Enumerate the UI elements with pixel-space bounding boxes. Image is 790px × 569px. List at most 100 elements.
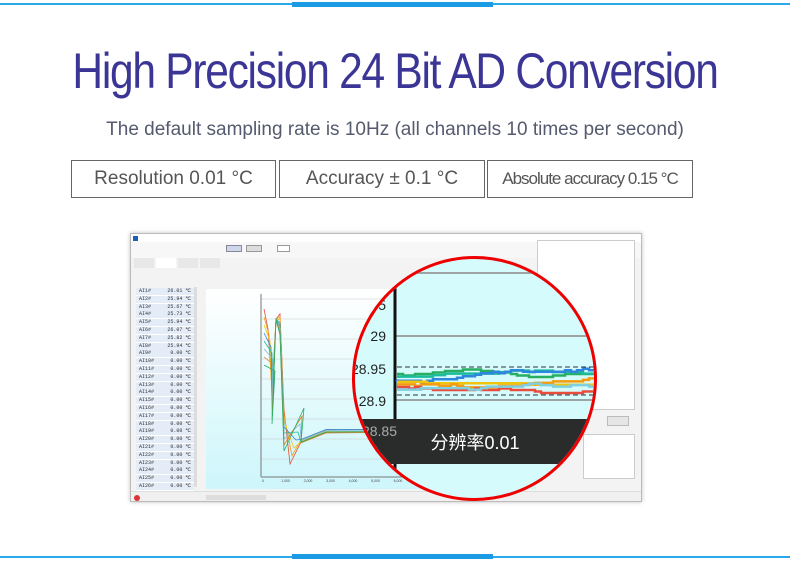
channel-row[interactable]: AI22# 0.00 ℃ xyxy=(136,451,194,460)
tab-bar xyxy=(131,258,641,268)
x-tick-label: 6,000 xyxy=(393,479,403,483)
channel-value: 0.00 ℃ xyxy=(170,467,191,474)
channel-value: 0.00 ℃ xyxy=(170,428,191,435)
page-title: High Precision 24 Bit AD Conversion xyxy=(72,43,718,99)
channel-row[interactable]: AI6# 26.07 ℃ xyxy=(136,327,194,335)
top-divider-accent xyxy=(292,2,493,7)
channel-value: 25.73 ℃ xyxy=(167,311,191,318)
channel-name: AI3# xyxy=(139,303,152,310)
channel-row[interactable]: AI5# 25.94 ℃ xyxy=(136,319,194,328)
channel-value: 0.00 ℃ xyxy=(170,405,191,411)
channel-row[interactable]: AI25# 0.00 ℃ xyxy=(136,475,194,484)
x-tick-label: 5,000 xyxy=(371,479,380,483)
channel-name: AI13# xyxy=(139,381,155,388)
channel-name: AI8# xyxy=(139,342,152,349)
channel-name: AI20# xyxy=(139,436,155,443)
channel-name: AI5# xyxy=(139,319,152,326)
channel-row[interactable]: AI15# 0.00 ℃ xyxy=(136,397,194,406)
channel-value: 0.00 ℃ xyxy=(170,412,191,419)
channel-row[interactable]: AI4# 25.73 ℃ xyxy=(136,311,194,320)
channel-value: 0.00 ℃ xyxy=(170,420,191,427)
channel-name: AI15# xyxy=(139,397,155,404)
channel-name: AI14# xyxy=(139,389,155,396)
channel-row[interactable]: AI19# 0.00 ℃ xyxy=(136,428,194,437)
status-bar xyxy=(131,491,641,501)
magnified-chart xyxy=(393,259,594,498)
bottom-divider-accent xyxy=(292,554,493,559)
channel-row[interactable]: AI18# 0.00 ℃ xyxy=(136,420,194,429)
tab[interactable] xyxy=(134,258,154,268)
channel-value: 0.00 ℃ xyxy=(170,436,191,443)
x-tick-label: 4,000 xyxy=(348,479,358,483)
resolution-caption: 分辨率0.01 xyxy=(430,432,520,453)
channel-value: 0.00 ℃ xyxy=(170,475,191,482)
series-line xyxy=(395,367,594,384)
channel-row[interactable]: AI10# 0.00 ℃ xyxy=(136,358,194,367)
channel-name: AI1# xyxy=(139,288,152,294)
channel-row[interactable]: AI20# 0.00 ℃ xyxy=(136,436,194,445)
x-tick-label: 0 xyxy=(262,479,264,483)
channel-value: 25.82 ℃ xyxy=(167,334,191,341)
channel-row[interactable]: AI16# 0.00 ℃ xyxy=(136,405,194,413)
confirm-button[interactable] xyxy=(607,416,629,426)
channel-row[interactable]: AI2# 25.94 ℃ xyxy=(136,295,194,304)
y-label: 29 xyxy=(370,328,386,344)
channel-name: AI12# xyxy=(139,373,155,380)
channel-value: 0.00 ℃ xyxy=(170,459,191,466)
channel-row[interactable]: AI11# 0.00 ℃ xyxy=(136,366,194,374)
channel-row[interactable]: AI26# 0.00 ℃ xyxy=(136,483,194,491)
channel-row[interactable]: AI23# 0.00 ℃ xyxy=(136,459,194,468)
channel-name: AI23# xyxy=(139,459,155,466)
toolbar-button[interactable] xyxy=(226,245,242,252)
channel-row[interactable]: AI1# 26.01 ℃ xyxy=(136,288,194,296)
channel-row[interactable]: AI3# 25.67 ℃ xyxy=(136,303,194,312)
channel-value: 0.00 ℃ xyxy=(170,451,191,458)
channel-value: 0.00 ℃ xyxy=(170,373,191,380)
channel-value: 25.94 ℃ xyxy=(167,295,191,302)
absolute-accuracy-badge: Absolute accuracy 0.15 °C xyxy=(487,160,693,198)
channel-row[interactable]: AI13# 0.00 ℃ xyxy=(136,381,194,390)
channel-row[interactable]: AI7# 25.82 ℃ xyxy=(136,334,194,343)
channel-value: 0.00 ℃ xyxy=(170,366,191,372)
channel-value: 0.00 ℃ xyxy=(170,483,191,489)
channel-name: AI6# xyxy=(139,327,152,333)
channel-name: AI16# xyxy=(139,405,155,411)
tab-active[interactable] xyxy=(156,258,176,268)
y-label: 28.95 xyxy=(352,361,386,377)
channel-name: AI19# xyxy=(139,428,155,435)
subtitle: The default sampling rate is 10Hz (all c… xyxy=(106,119,684,140)
tab[interactable] xyxy=(178,258,198,268)
tab[interactable] xyxy=(200,258,220,268)
toolbar-input[interactable] xyxy=(277,245,290,252)
channel-row[interactable]: AI14# 0.00 ℃ xyxy=(136,389,194,398)
company-logo xyxy=(134,495,140,501)
channel-value: 0.00 ℃ xyxy=(170,350,191,357)
toolbar xyxy=(131,242,641,258)
toolbar-button[interactable] xyxy=(246,245,262,252)
y-label: 05 xyxy=(370,297,386,313)
list-scrollbar[interactable] xyxy=(194,287,197,487)
channel-value: 0.00 ℃ xyxy=(170,389,191,396)
channel-value: 0.00 ℃ xyxy=(170,358,191,365)
accuracy-badge: Accuracy ± 0.1 °C xyxy=(279,160,485,198)
channel-row[interactable]: AI8# 25.94 ℃ xyxy=(136,342,194,351)
channel-row[interactable]: AI21# 0.00 ℃ xyxy=(136,444,194,452)
magnifier: 05 29 28.95 28.9 28.85 分辨率0.01 xyxy=(352,256,597,501)
y-label: 28.9 xyxy=(358,393,386,409)
channel-name: AI9# xyxy=(139,350,152,357)
channel-name: AI22# xyxy=(139,451,155,458)
resolution-caption-band: 28.85 分辨率0.01 xyxy=(355,419,594,464)
channel-value: 0.00 ℃ xyxy=(170,381,191,388)
y-label: 28.85 xyxy=(361,423,397,439)
channel-value: 0.00 ℃ xyxy=(170,444,191,450)
app-icon xyxy=(133,235,138,241)
channel-name: AI11# xyxy=(139,366,155,372)
channel-row[interactable]: AI9# 0.00 ℃ xyxy=(136,350,194,359)
channel-name: AI17# xyxy=(139,412,155,419)
channel-row[interactable]: AI24# 0.00 ℃ xyxy=(136,467,194,476)
channel-row[interactable]: AI17# 0.00 ℃ xyxy=(136,412,194,421)
window-titlebar xyxy=(131,234,641,242)
channel-row[interactable]: AI12# 0.00 ℃ xyxy=(136,373,194,382)
channel-name: AI24# xyxy=(139,467,155,474)
channel-value: 25.67 ℃ xyxy=(167,303,191,310)
